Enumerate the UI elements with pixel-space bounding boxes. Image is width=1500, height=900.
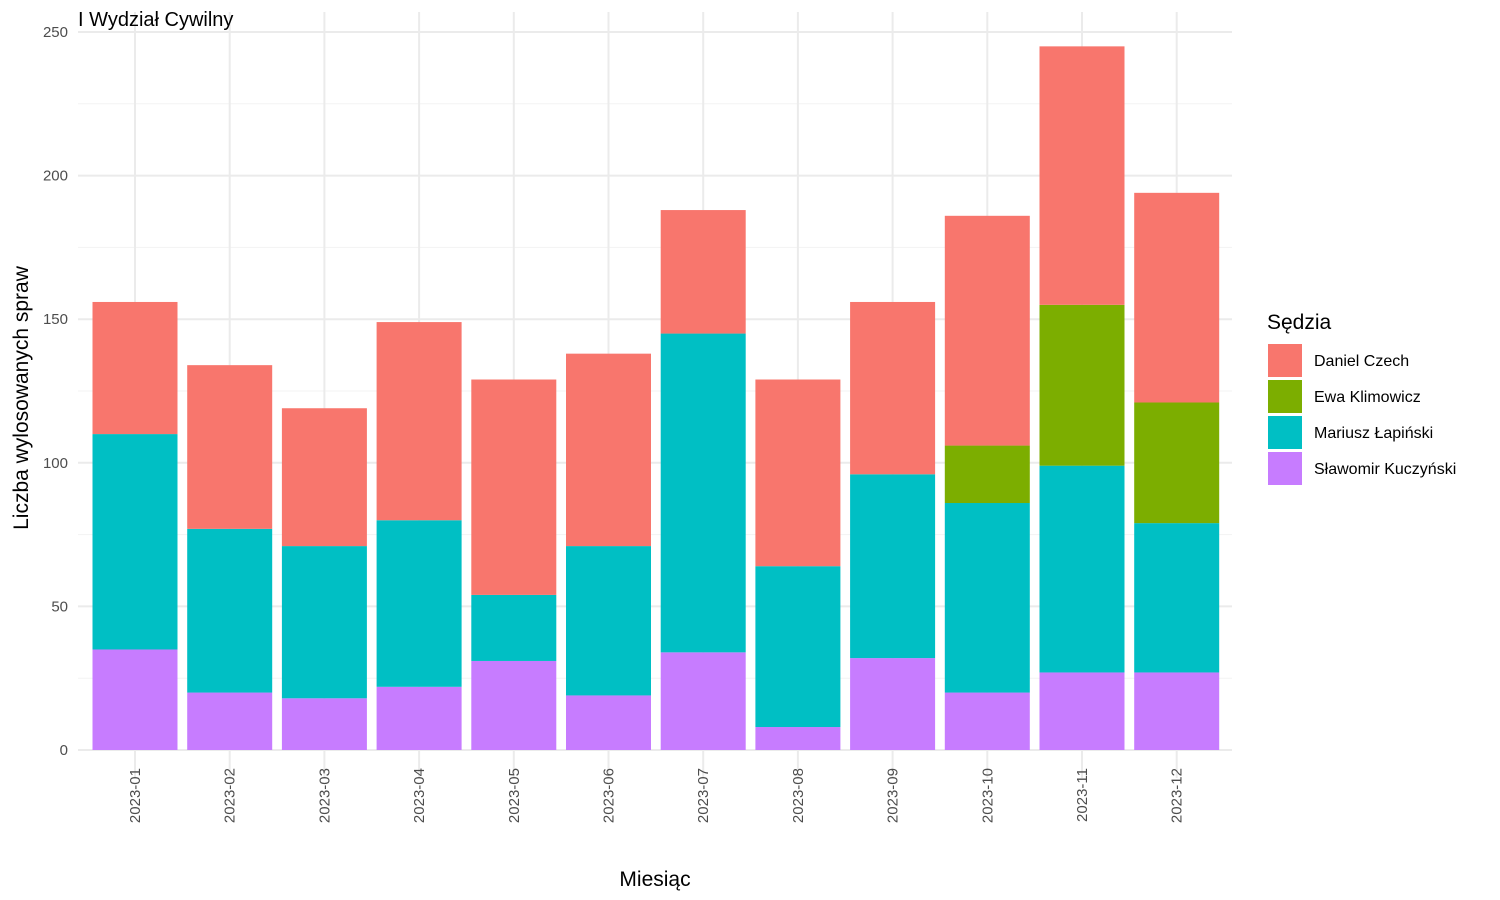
bar-segment-sławomir-kuczyński-2023-03: [281, 698, 367, 750]
bars-layer: [92, 46, 1220, 750]
bar-segment-mariusz-łapiński-2023-07: [660, 333, 746, 653]
bar-segment-daniel-czech-2023-12: [1134, 192, 1220, 403]
y-tick-label: 200: [43, 168, 68, 185]
y-axis-ticks: 0 50 100 150 200 250: [43, 24, 68, 759]
x-tick-label: 2023-12: [1169, 768, 1186, 823]
legend-label: Mariusz Łapiński: [1314, 425, 1433, 442]
bar-segment-daniel-czech-2023-11: [1039, 46, 1125, 305]
bar-segment-mariusz-łapiński-2023-08: [755, 566, 841, 728]
x-tick-label: 2023-05: [506, 768, 523, 823]
legend-key: [1268, 380, 1302, 413]
bar-segment-mariusz-łapiński-2023-01: [92, 434, 178, 650]
bar-segment-sławomir-kuczyński-2023-09: [850, 658, 936, 750]
bar-segment-daniel-czech-2023-02: [187, 365, 273, 529]
bar-segment-sławomir-kuczyński-2023-07: [660, 652, 746, 750]
bar-segment-daniel-czech-2023-10: [944, 215, 1030, 446]
chart-title: I Wydział Cywilny: [78, 9, 233, 31]
bar-segment-mariusz-łapiński-2023-09: [850, 474, 936, 659]
bar-segment-mariusz-łapiński-2023-11: [1039, 465, 1125, 673]
bar-segment-daniel-czech-2023-04: [376, 322, 462, 521]
x-tick-label: 2023-09: [885, 768, 902, 823]
bar-segment-sławomir-kuczyński-2023-10: [944, 692, 1030, 750]
bar-segment-sławomir-kuczyński-2023-06: [566, 695, 651, 750]
bar-segment-daniel-czech-2023-05: [471, 379, 557, 595]
legend-label: Sławomir Kuczyński: [1314, 461, 1456, 478]
bar-segment-mariusz-łapiński-2023-04: [376, 520, 462, 687]
legend-items: Daniel Czech Ewa Klimowicz Mariusz Łapińsk…: [1268, 344, 1456, 485]
bar-segment-sławomir-kuczyński-2023-01: [92, 649, 178, 750]
bar-segment-mariusz-łapiński-2023-03: [281, 546, 367, 699]
bar-segment-sławomir-kuczyński-2023-04: [376, 686, 462, 750]
x-axis-title: Miesiąc: [619, 868, 690, 891]
bar-segment-daniel-czech-2023-09: [850, 301, 936, 475]
x-axis-ticks: 2023-01 2023-02 2023-03 2023-04 2023-05 2023-…: [127, 768, 1186, 823]
bar-segment-ewa-klimowicz-2023-12: [1134, 402, 1220, 524]
x-tick-label: 2023-08: [790, 768, 807, 823]
bar-segment-sławomir-kuczyński-2023-05: [471, 660, 557, 750]
bar-segment-mariusz-łapiński-2023-06: [566, 546, 651, 696]
bar-segment-mariusz-łapiński-2023-10: [944, 503, 1030, 693]
x-tick-label: 2023-06: [601, 768, 618, 823]
legend-key: [1268, 452, 1302, 485]
bar-segment-sławomir-kuczyński-2023-11: [1039, 672, 1125, 750]
legend: Sędzia Daniel Czech Ewa Klimowicz Mariusz …: [1267, 311, 1456, 485]
x-tick-label: 2023-04: [411, 768, 428, 823]
legend-key: [1268, 416, 1302, 449]
y-axis-title: Liczba wylosowanych spraw: [10, 265, 33, 530]
bar-segment-mariusz-łapiński-2023-02: [187, 528, 273, 693]
y-tick-label: 250: [43, 24, 68, 41]
bar-segment-mariusz-łapiński-2023-12: [1134, 523, 1220, 673]
legend-title: Sędzia: [1267, 311, 1332, 334]
x-tick-label: 2023-11: [1074, 768, 1091, 822]
bar-segment-mariusz-łapiński-2023-05: [471, 594, 557, 661]
y-tick-label: 0: [60, 742, 68, 759]
bar-segment-sławomir-kuczyński-2023-12: [1134, 672, 1220, 750]
bar-segment-sławomir-kuczyński-2023-02: [187, 692, 273, 750]
bar-segment-sławomir-kuczyński-2023-08: [755, 727, 841, 750]
x-tick-label: 2023-02: [222, 768, 239, 823]
legend-key: [1268, 344, 1302, 377]
y-tick-label: 50: [51, 598, 68, 615]
x-tick-label: 2023-10: [979, 768, 996, 823]
bar-segment-daniel-czech-2023-07: [660, 210, 746, 334]
bar-segment-daniel-czech-2023-01: [92, 301, 178, 435]
legend-label: Ewa Klimowicz: [1314, 389, 1421, 406]
x-tick-label: 2023-07: [695, 768, 712, 823]
bar-segment-ewa-klimowicz-2023-11: [1039, 304, 1125, 466]
bar-segment-ewa-klimowicz-2023-10: [944, 445, 1030, 504]
y-tick-label: 100: [43, 455, 68, 472]
bar-segment-daniel-czech-2023-03: [281, 408, 367, 547]
x-tick-label: 2023-01: [127, 768, 144, 823]
bar-segment-daniel-czech-2023-06: [566, 353, 651, 547]
bar-segment-daniel-czech-2023-08: [755, 379, 841, 567]
legend-label: Daniel Czech: [1314, 353, 1409, 370]
y-tick-label: 150: [43, 311, 68, 328]
x-tick-label: 2023-03: [316, 768, 333, 823]
